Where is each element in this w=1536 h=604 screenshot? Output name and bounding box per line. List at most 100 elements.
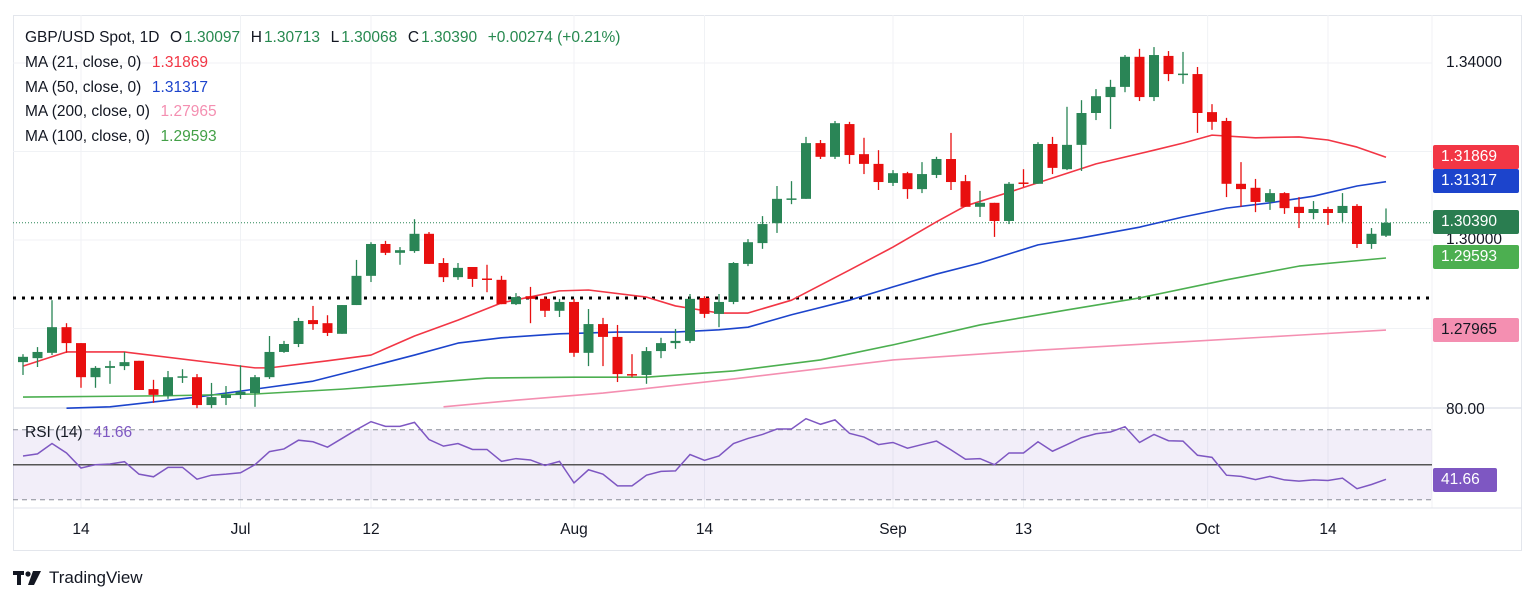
candle [409, 219, 420, 253]
candle-body [61, 327, 72, 344]
candle-body [511, 297, 521, 305]
candle [134, 360, 144, 391]
candle [1352, 204, 1362, 248]
candle-body [873, 163, 884, 183]
candle [888, 170, 898, 187]
candle-body [32, 351, 43, 359]
candle-body [206, 397, 217, 406]
candle-body [279, 343, 289, 352]
candle-body [815, 143, 826, 157]
candle [1018, 169, 1029, 187]
candle [250, 374, 260, 407]
candle-body [554, 301, 565, 311]
candle [467, 266, 478, 287]
time-axis-label: Jul [230, 521, 251, 538]
candle-body [1105, 86, 1116, 98]
candle [293, 317, 304, 348]
candle-body [380, 243, 391, 253]
candle-body [308, 320, 318, 325]
candle-body [1265, 193, 1275, 202]
ma-line-100 [22, 257, 1387, 398]
ma100-value: 1.29593 [160, 128, 217, 145]
candle [1105, 79, 1116, 129]
candle-body [409, 233, 420, 252]
rsi-value: 41.66 [93, 424, 133, 441]
tradingview-logo-icon [13, 571, 41, 585]
candle-body [1352, 205, 1362, 244]
candle-body [685, 298, 695, 341]
candle [1337, 193, 1348, 222]
candle-body [569, 301, 579, 353]
ma50-legend[interactable]: MA (50, close, 0) 1.31317 [25, 79, 210, 97]
ma100-legend[interactable]: MA (100, close, 0) 1.29593 [25, 128, 219, 146]
candle [960, 174, 971, 207]
ma100-price-badge: 1.29593 [1433, 245, 1519, 269]
candle [540, 297, 550, 317]
candle-body [656, 343, 666, 352]
candle-body [1178, 73, 1188, 76]
candle [1004, 182, 1014, 225]
rsi-legend[interactable]: RSI (14) 41.66 [25, 424, 134, 442]
candle-body [830, 123, 840, 157]
candle [18, 354, 28, 375]
candle [1076, 100, 1087, 171]
price-levels [13, 222, 1432, 300]
time-axis-label: 13 [1014, 521, 1033, 538]
candle [1134, 48, 1145, 102]
candle-body [1076, 113, 1087, 145]
candle [1236, 162, 1246, 207]
candle [757, 216, 768, 249]
candle-body [264, 351, 275, 378]
moving-averages [22, 134, 1387, 409]
candle [902, 171, 913, 199]
candle-body [1323, 209, 1333, 214]
candle [148, 379, 159, 403]
low-label: L [330, 29, 340, 46]
ma-line-21 [22, 134, 1387, 369]
candle-body [1308, 209, 1319, 214]
ma200-legend[interactable]: MA (200, close, 0) 1.27965 [25, 103, 219, 121]
candle-body [351, 275, 362, 306]
candle [351, 259, 362, 306]
open-label: O [170, 29, 183, 46]
ma200-value: 1.27965 [160, 103, 217, 120]
candle-body [1033, 143, 1043, 184]
candle [743, 239, 753, 267]
candle [337, 305, 347, 334]
candle [1062, 106, 1072, 171]
candle-body [1018, 182, 1029, 184]
open-value: 1.30097 [184, 29, 241, 46]
candle [76, 343, 86, 388]
candle-body [395, 250, 405, 253]
candle [714, 293, 724, 328]
candle-body [250, 377, 260, 394]
candle [728, 262, 739, 305]
candle [699, 296, 710, 318]
candle-body [148, 389, 159, 395]
ma200-price-badge: 1.27965 [1433, 318, 1519, 342]
ma21-legend[interactable]: MA (21, close, 0) 1.31869 [25, 54, 210, 72]
ma100-label: MA (100, close, 0) [25, 128, 150, 145]
candle [975, 190, 985, 217]
ma50-price-badge: 1.31317 [1433, 169, 1519, 193]
candles [18, 47, 1391, 409]
candle-body [76, 343, 86, 378]
candle [308, 305, 318, 330]
candle [772, 186, 782, 233]
candle [1047, 136, 1058, 175]
high-value: 1.30713 [263, 29, 320, 46]
candle [279, 340, 289, 353]
candle-body [322, 323, 333, 333]
candle-body [90, 367, 101, 378]
candle [90, 366, 101, 388]
tradingview-logo[interactable]: TradingView [13, 568, 143, 588]
candle [670, 328, 681, 349]
candle-body [1236, 183, 1246, 190]
candle-body [1192, 74, 1203, 114]
candle [583, 309, 594, 367]
candle [221, 386, 231, 406]
candle-body [859, 154, 869, 164]
tradingview-logo-text: TradingView [49, 568, 143, 587]
candle-body [801, 143, 811, 199]
